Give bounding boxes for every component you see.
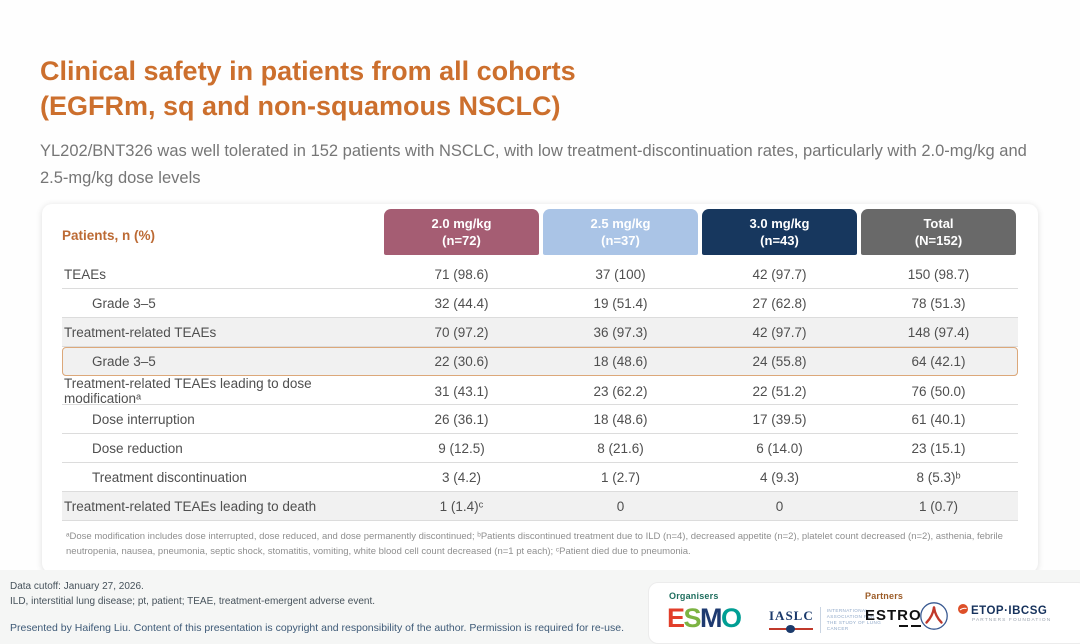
table-row-teaes-grade3-5: Grade 3–5 32 (44.4) 19 (51.4) 27 (62.8) … — [62, 289, 1018, 318]
cell-value: 61 (40.1) — [911, 411, 966, 427]
table-footnote: ᵃDose modification includes dose interru… — [66, 531, 1003, 557]
cell-value: 9 (12.5) — [438, 440, 485, 456]
row-label: TEAEs — [64, 266, 107, 282]
cell-value: 31 (43.1) — [434, 383, 489, 399]
cell-value: 27 (62.8) — [752, 295, 807, 311]
table-corner-label: Patients, n (%) — [62, 227, 156, 243]
row-label: Treatment-related TEAEs — [64, 324, 217, 340]
data-cutoff-text: Data cutoff: January 27, 2026. — [10, 581, 144, 592]
iaslc-logo: IASLC INTERNATIONAL ASSOCIATION FOR THE … — [769, 607, 883, 633]
cell-value: 18 (48.6) — [593, 353, 648, 369]
slide-title: Clinical safety in patients from all coh… — [40, 54, 1000, 124]
table-row-related-grade3-5-highlighted: Grade 3–5 22 (30.6) 18 (48.6) 24 (55.8) … — [62, 347, 1018, 376]
etop-subtext: PARTNERS FOUNDATION — [972, 618, 1052, 623]
attribution-text: Presented by Haifeng Liu. Content of thi… — [10, 622, 624, 634]
logos-panel: Organisers Partners ESMO IASLC INTERNATI… — [648, 582, 1080, 644]
cell-value: 8 (21.6) — [597, 440, 644, 456]
table-row-dose-reduction: Dose reduction 9 (12.5) 8 (21.6) 6 (14.0… — [62, 434, 1018, 463]
table-row-treatment-related-teaes: Treatment-related TEAEs 70 (97.2) 36 (97… — [62, 318, 1018, 347]
cell-value: 1 (1.4)ᶜ — [439, 498, 484, 514]
esmo-logo: ESMO — [667, 603, 742, 633]
row-label: Treatment discontinuation — [92, 469, 247, 485]
etop-dot-icon — [958, 601, 968, 619]
cell-value: 64 (42.1) — [911, 353, 966, 369]
cell-value: 71 (98.6) — [434, 266, 489, 282]
column-header-total: Total (N=152) — [861, 209, 1016, 255]
table-row-dose-modification: Treatment-related TEAEs leading to dose … — [62, 376, 1018, 406]
table-header-row: Patients, n (%) 2.0 mg/kg (n=72) 2.5 mg/… — [62, 204, 1018, 260]
table-row-treatment-discontinuation: Treatment discontinuation 3 (4.2) 1 (2.7… — [62, 463, 1018, 492]
cell-value: 76 (50.0) — [911, 383, 966, 399]
cell-value: 23 (62.2) — [593, 383, 648, 399]
cell-value: 19 (51.4) — [593, 295, 648, 311]
etop-wordmark: ETOP·IBCSG — [971, 605, 1048, 617]
cell-value: 70 (97.2) — [434, 324, 489, 340]
cell-value: 1 (2.7) — [600, 469, 641, 485]
slide-subtitle: YL202/BNT326 was well tolerated in 152 p… — [40, 142, 1027, 187]
cell-value: 23 (15.1) — [911, 440, 966, 456]
column-header-2-0-mgkg: 2.0 mg/kg (n=72) — [384, 209, 539, 255]
cell-value: 24 (55.8) — [752, 353, 807, 369]
estro-underline — [899, 625, 908, 627]
cell-value: 6 (14.0) — [756, 440, 803, 456]
cell-value: 22 (30.6) — [434, 353, 489, 369]
cell-value: 1 (0.7) — [918, 498, 959, 514]
table-row-dose-interruption: Dose interruption 26 (36.1) 18 (48.6) 17… — [62, 405, 1018, 434]
cell-value: 150 (98.7) — [907, 266, 970, 282]
slide-title-line1: Clinical safety in patients from all coh… — [40, 56, 576, 86]
cell-value: 0 — [775, 498, 784, 514]
column-header-2-5-mgkg: 2.5 mg/kg (n=37) — [543, 209, 698, 255]
cell-value: 37 (100) — [595, 266, 646, 282]
cell-value: 4 (9.3) — [759, 469, 800, 485]
cell-value: 3 (4.2) — [441, 469, 482, 485]
etop-ibcsg-logo: ETOP·IBCSG PARTNERS FOUNDATION — [958, 604, 1052, 623]
cell-value: 22 (51.2) — [752, 383, 807, 399]
cell-value: 17 (39.5) — [752, 411, 807, 427]
cell-value: 8 (5.3)ᵇ — [916, 469, 961, 485]
estro-logo: ESTRO — [865, 607, 922, 627]
iaslc-emblem-icon — [769, 624, 814, 633]
abbreviations-text: ILD, interstitial lung disease; pt, pati… — [10, 596, 376, 607]
column-header-3-0-mgkg: 3.0 mg/kg (n=43) — [702, 209, 857, 255]
cell-value: 26 (36.1) — [434, 411, 489, 427]
cell-value: 42 (97.7) — [752, 324, 807, 340]
table-row-teaes: TEAEs 71 (98.6) 37 (100) 42 (97.7) 150 (… — [62, 260, 1018, 289]
table-row-teaes-leading-to-death: Treatment-related TEAEs leading to death… — [62, 492, 1018, 521]
iaslc-divider — [819, 607, 821, 633]
partner-circle-logo-icon — [919, 601, 949, 636]
cell-value: 42 (97.7) — [752, 266, 807, 282]
cell-value: 0 — [616, 498, 625, 514]
organisers-label: Organisers — [669, 591, 719, 601]
row-label: Dose interruption — [92, 411, 195, 427]
row-label: Treatment-related TEAEs leading to death — [64, 498, 317, 514]
iaslc-subtext: INTERNATIONAL ASSOCIATION FOR THE STUDY … — [826, 608, 882, 631]
estro-underline — [911, 625, 921, 627]
row-label: Dose reduction — [92, 440, 183, 456]
partners-label: Partners — [865, 591, 904, 601]
cell-value: 148 (97.4) — [907, 324, 970, 340]
iaslc-wordmark: IASLC — [769, 607, 814, 623]
cell-value: 78 (51.3) — [911, 295, 966, 311]
row-label: Grade 3–5 — [92, 295, 156, 311]
row-label: Treatment-related TEAEs leading to dose … — [64, 376, 312, 406]
cell-value: 18 (48.6) — [593, 411, 648, 427]
slide-title-line2: (EGFRm, sq and non-squamous NSCLC) — [40, 91, 561, 121]
safety-table-card: Patients, n (%) 2.0 mg/kg (n=72) 2.5 mg/… — [42, 204, 1038, 573]
cell-value: 36 (97.3) — [593, 324, 648, 340]
cell-value: 32 (44.4) — [434, 295, 489, 311]
row-label: Grade 3–5 — [92, 353, 156, 369]
